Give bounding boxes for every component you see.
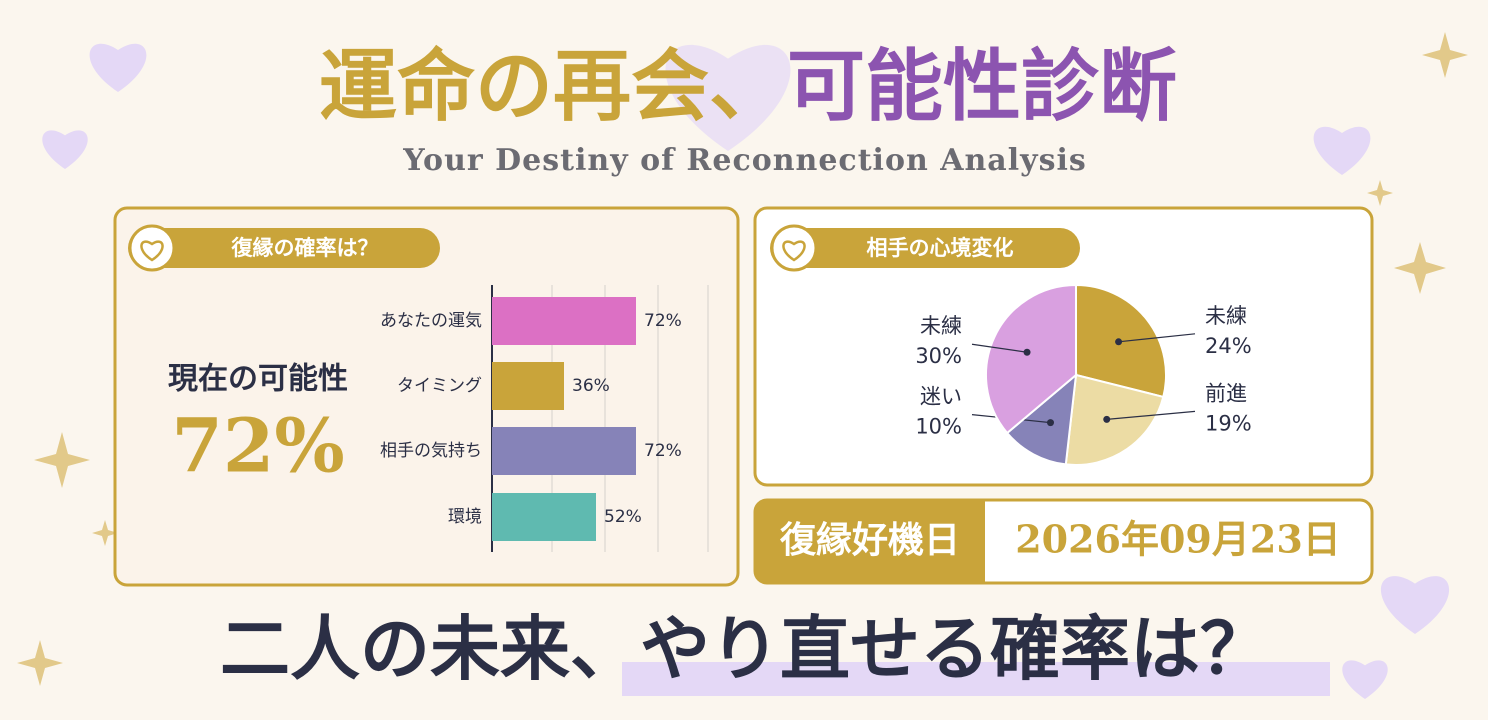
value-label: 72% bbox=[644, 441, 682, 461]
decor-sparkles bbox=[17, 32, 1468, 686]
icon-heart bbox=[782, 240, 806, 262]
footer-part: 二人の未来、 bbox=[220, 607, 640, 690]
leader-dot bbox=[1023, 348, 1031, 356]
slice-label: 未練 bbox=[1205, 304, 1247, 328]
highlight bbox=[622, 662, 1330, 696]
panel-pill bbox=[128, 228, 440, 268]
category-label: 環境 bbox=[448, 507, 482, 527]
subtitle: Your Destiny of Reconnection Analysis bbox=[402, 143, 1087, 178]
bar bbox=[492, 362, 564, 410]
category-label: タイミング bbox=[397, 376, 482, 396]
panel-label: 復縁の確率は？ bbox=[231, 236, 379, 260]
leader-line bbox=[1118, 333, 1196, 343]
footer-text: 二人の未来、やり直せる確率は？ bbox=[220, 607, 1270, 690]
category-label: あなたの運気 bbox=[380, 311, 482, 331]
title-part: 運命の再会、 bbox=[319, 41, 787, 132]
decor-hearts bbox=[42, 43, 1450, 699]
icon bbox=[128, 224, 176, 272]
date-value: 2026年09月23日 bbox=[1015, 517, 1341, 562]
leader-dot bbox=[1115, 338, 1123, 346]
bar bbox=[492, 493, 596, 541]
slice-label: 前進 bbox=[1205, 381, 1247, 405]
panel-pill bbox=[770, 228, 1080, 268]
leader-dot bbox=[1046, 419, 1054, 427]
date-label: 復縁好機日 bbox=[779, 519, 960, 561]
value-label: 36% bbox=[572, 376, 610, 396]
pie-slice bbox=[1064, 373, 1165, 466]
leader-line bbox=[1106, 410, 1196, 420]
slice-value: 30% bbox=[915, 344, 962, 368]
slice-label: 未練 bbox=[920, 314, 962, 338]
title-part: 可能性診断 bbox=[787, 41, 1177, 132]
leader-dot bbox=[1103, 415, 1111, 423]
value-label: 72% bbox=[644, 311, 682, 331]
slice-label: 迷い bbox=[920, 385, 962, 409]
icon-heart bbox=[140, 240, 164, 262]
date-label-bg bbox=[755, 500, 985, 583]
current-value: 72% bbox=[171, 404, 344, 490]
bar bbox=[492, 297, 636, 345]
slice-value: 24% bbox=[1205, 334, 1252, 358]
value-label: 52% bbox=[604, 507, 642, 527]
category-label: 相手の気持ち bbox=[380, 441, 482, 461]
current-label: 現在の可能性 bbox=[168, 362, 348, 397]
title: 運命の再会、可能性診断 bbox=[319, 41, 1177, 132]
icon bbox=[770, 224, 818, 272]
footer-part: やり直せる確率は？ bbox=[640, 607, 1270, 690]
leader-line bbox=[971, 343, 1028, 353]
slice-value: 19% bbox=[1205, 411, 1252, 435]
pie-slice bbox=[985, 283, 1077, 435]
pie-slice bbox=[1005, 372, 1078, 466]
slice-value: 10% bbox=[915, 415, 962, 439]
panel-label: 相手の心境変化 bbox=[867, 236, 1014, 260]
bar bbox=[492, 427, 636, 475]
